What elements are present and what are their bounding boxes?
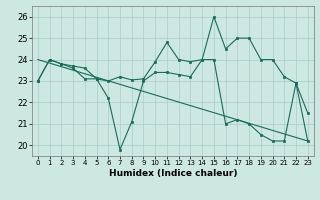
X-axis label: Humidex (Indice chaleur): Humidex (Indice chaleur): [108, 169, 237, 178]
